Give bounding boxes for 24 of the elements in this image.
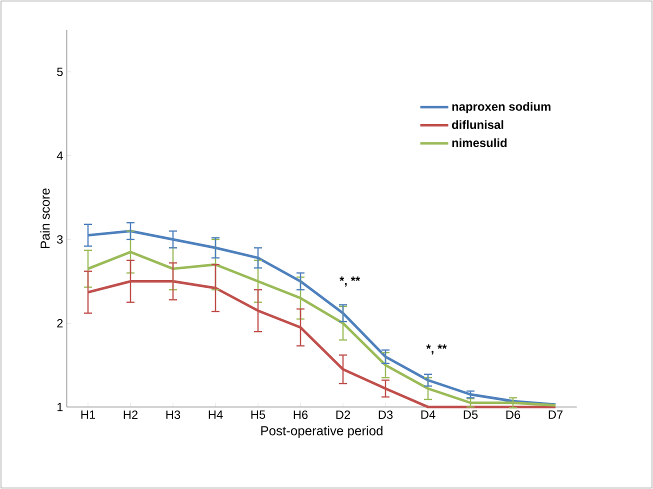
- x-tick-label: D3: [378, 410, 393, 419]
- x-tick-label: D5: [464, 410, 478, 419]
- y-tick-label: 2: [57, 319, 63, 328]
- x-axis-title: Post-operative period: [261, 426, 382, 438]
- legend-label: diflunisal: [452, 120, 504, 129]
- y-tick-label: 5: [57, 68, 63, 76]
- x-tick-label: D7: [548, 410, 563, 419]
- y-axis-title: Pain score: [40, 188, 50, 248]
- x-tick-label: H6: [294, 410, 308, 419]
- annotation: *, **: [426, 344, 447, 354]
- x-tick-label: H4: [208, 410, 223, 419]
- y-tick-label: 4: [56, 152, 63, 160]
- annotation: *, **: [340, 276, 360, 287]
- legend-label: nimesulid: [452, 138, 507, 148]
- x-tick-label: H1: [81, 410, 96, 419]
- y-tick-label: 1: [57, 402, 63, 412]
- y-tick-label: 3: [57, 235, 63, 244]
- x-tick-label: D2: [336, 410, 350, 419]
- x-tick-label: H2: [124, 410, 138, 419]
- x-tick-label: H5: [251, 410, 266, 419]
- x-tick-label: H3: [166, 410, 180, 419]
- x-tick-label: D4: [421, 410, 436, 419]
- legend-label: naproxen sodium: [452, 102, 550, 114]
- x-tick-label: D6: [506, 410, 520, 419]
